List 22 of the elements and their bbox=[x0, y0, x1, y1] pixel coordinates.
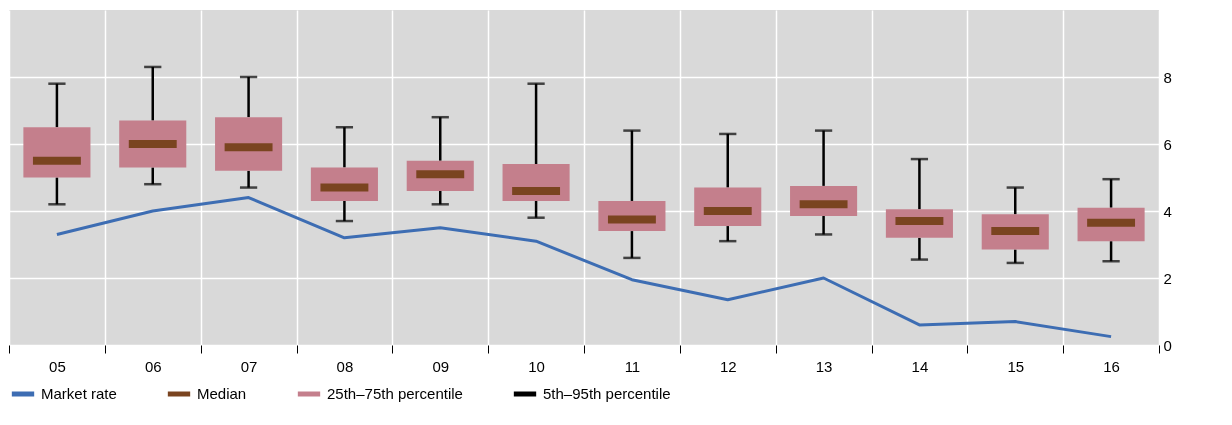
y-tick-label: 6 bbox=[1163, 135, 1172, 153]
x-tick-label: 12 bbox=[719, 357, 737, 375]
legend-label: 25th–75th percentile bbox=[327, 385, 463, 402]
y-tick-label: 0 bbox=[1163, 336, 1172, 354]
x-tick-label: 07 bbox=[240, 357, 258, 375]
x-tick-label: 05 bbox=[49, 357, 66, 375]
x-tick-label: 14 bbox=[911, 357, 929, 375]
x-tick-label: 08 bbox=[336, 357, 354, 375]
text: Median bbox=[197, 385, 247, 402]
y-tick-label: 2 bbox=[1163, 269, 1172, 287]
x-tick-label: 13 bbox=[815, 357, 833, 375]
text: 5th–95th percentile bbox=[543, 385, 671, 402]
x-tick-label: 15 bbox=[1007, 357, 1025, 375]
y-tick-label: 8 bbox=[1163, 68, 1172, 86]
x-tick-label: 11 bbox=[624, 357, 641, 375]
line-series bbox=[55, 196, 1113, 339]
x-tick-label: 10 bbox=[528, 357, 545, 375]
y-tick-label: 4 bbox=[1163, 202, 1172, 220]
x-tick-label: 09 bbox=[432, 357, 450, 375]
legend-label: Market rate bbox=[41, 385, 117, 402]
x-tick-label: 16 bbox=[1103, 357, 1120, 375]
x-tick-label: 06 bbox=[144, 357, 162, 375]
